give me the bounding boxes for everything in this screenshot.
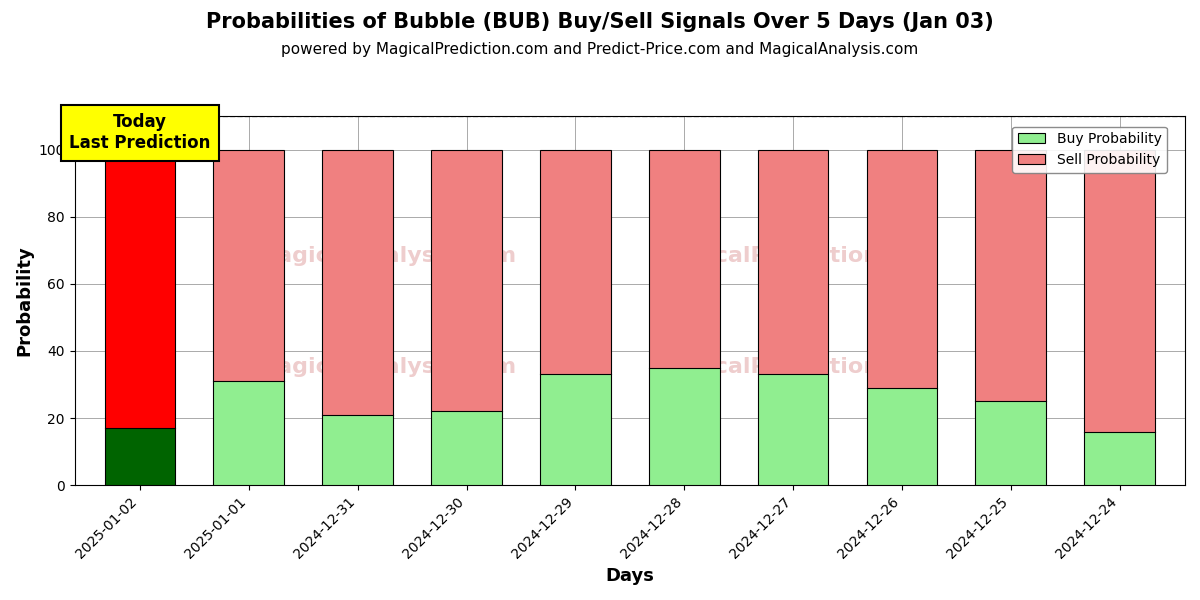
Bar xyxy=(431,149,502,485)
Bar xyxy=(540,149,611,485)
Text: Today
Last Prediction: Today Last Prediction xyxy=(70,113,211,152)
Bar xyxy=(214,149,284,485)
Bar xyxy=(323,149,394,485)
Text: powered by MagicalPrediction.com and Predict-Price.com and MagicalAnalysis.com: powered by MagicalPrediction.com and Pre… xyxy=(281,42,919,57)
Y-axis label: Probability: Probability xyxy=(16,245,34,356)
Bar xyxy=(976,149,1046,485)
Bar xyxy=(976,149,1046,401)
Text: MagicalAnalysis.com: MagicalAnalysis.com xyxy=(254,357,516,377)
Bar xyxy=(104,428,175,485)
Bar xyxy=(540,149,611,374)
Bar xyxy=(104,149,175,428)
Bar xyxy=(866,149,937,388)
Bar xyxy=(1085,431,1156,485)
Bar xyxy=(214,149,284,381)
Bar xyxy=(431,412,502,485)
Bar xyxy=(431,149,502,412)
Bar xyxy=(757,149,828,485)
Bar xyxy=(540,374,611,485)
Bar xyxy=(1085,149,1156,431)
Bar xyxy=(649,368,720,485)
Bar xyxy=(214,381,284,485)
X-axis label: Days: Days xyxy=(605,567,654,585)
Bar xyxy=(866,149,937,485)
Bar xyxy=(649,149,720,485)
Bar xyxy=(757,374,828,485)
Bar xyxy=(866,388,937,485)
Bar xyxy=(1085,149,1156,485)
Bar xyxy=(104,149,175,485)
Bar xyxy=(649,149,720,368)
Text: MagicalAnalysis.com: MagicalAnalysis.com xyxy=(254,247,516,266)
Text: MagicalPrediction.com: MagicalPrediction.com xyxy=(654,247,940,266)
Bar xyxy=(757,149,828,374)
Text: MagicalPrediction.com: MagicalPrediction.com xyxy=(654,357,940,377)
Bar xyxy=(323,149,394,415)
Bar xyxy=(323,415,394,485)
Legend: Buy Probability, Sell Probability: Buy Probability, Sell Probability xyxy=(1012,127,1166,173)
Text: Probabilities of Bubble (BUB) Buy/Sell Signals Over 5 Days (Jan 03): Probabilities of Bubble (BUB) Buy/Sell S… xyxy=(206,12,994,32)
Bar xyxy=(976,401,1046,485)
